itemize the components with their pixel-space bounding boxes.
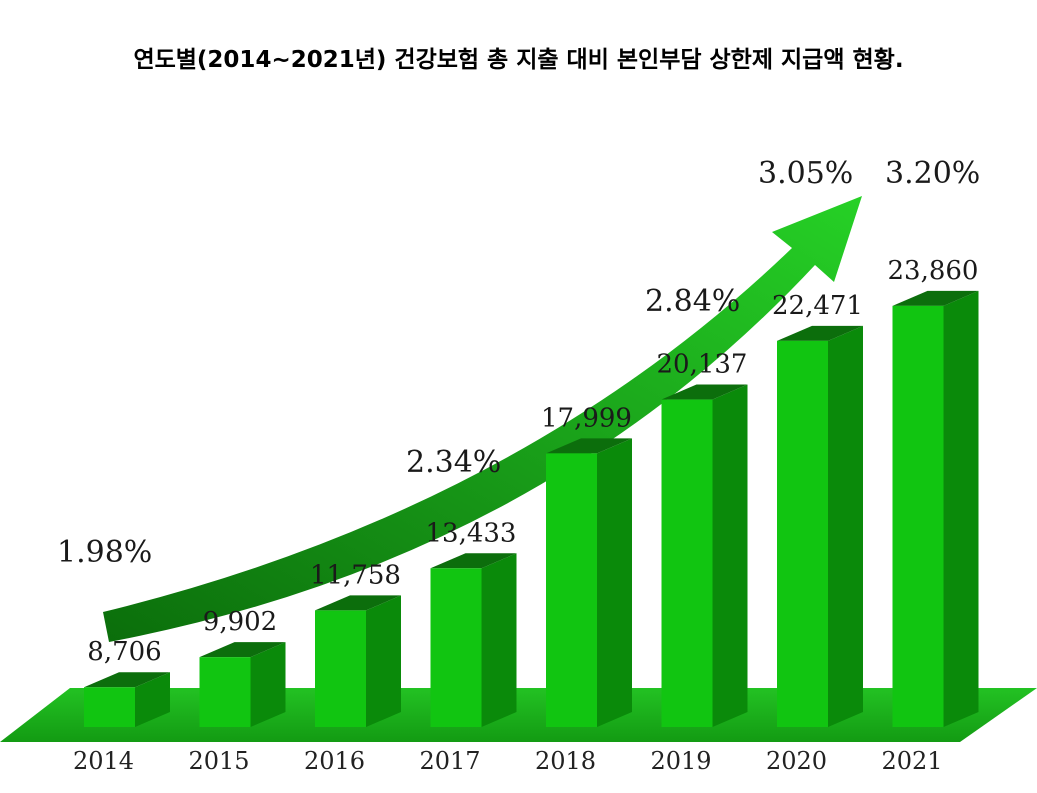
bar-top <box>430 553 517 569</box>
bar-2017 <box>430 553 517 727</box>
bar-2019 <box>661 384 748 727</box>
rate-labels-layer: 1.98% 2.34% 2.84% 3.05% 3.20% <box>57 156 980 570</box>
value-label: 17,999 <box>541 403 632 433</box>
bar-side <box>597 438 632 727</box>
year-label: 2016 <box>304 747 365 775</box>
bar-top <box>315 595 401 611</box>
bar-side <box>135 672 170 727</box>
value-label: 9,902 <box>203 607 277 637</box>
bar-side <box>712 384 748 727</box>
bar-front <box>199 657 251 727</box>
bar-2015 <box>199 642 286 727</box>
bar-top <box>661 384 748 400</box>
year-label: 2018 <box>535 747 596 775</box>
bar-top <box>199 642 286 658</box>
bar-side <box>828 325 863 727</box>
value-label: 11,758 <box>310 560 401 590</box>
value-label: 22,471 <box>772 291 863 321</box>
bar-2014 <box>84 672 170 727</box>
bar-front <box>892 305 944 727</box>
year-label: 2014 <box>73 747 134 775</box>
bar-front <box>84 687 135 727</box>
bar-top <box>84 672 170 688</box>
bar-top <box>777 325 863 341</box>
year-labels-layer: 2014 2015 2016 2017 2018 2019 2020 2021 <box>73 747 943 775</box>
trend-arrow <box>103 196 862 642</box>
value-label: 20,137 <box>657 350 748 380</box>
year-label: 2021 <box>881 747 942 775</box>
bar-front <box>546 453 597 727</box>
bar-top <box>546 438 632 454</box>
bar-2018 <box>546 438 632 727</box>
bar-top <box>892 290 979 306</box>
bar-front <box>777 340 828 727</box>
bar-front <box>430 568 482 727</box>
chart-title: 연도별(2014~2021년) 건강보험 총 지출 대비 본인부담 상한제 지급… <box>133 47 904 73</box>
value-label: 8,706 <box>87 637 161 667</box>
ratio-label: 3.05% <box>758 156 853 191</box>
bar-front <box>315 610 366 727</box>
bar-2016 <box>315 595 401 727</box>
bar-side <box>481 553 517 727</box>
value-labels-layer: 8,706 9,902 11,758 13,433 17,999 20,137 22,471… <box>87 256 978 667</box>
value-label: 13,433 <box>426 518 517 548</box>
year-label: 2020 <box>766 747 827 775</box>
year-label: 2017 <box>419 747 480 775</box>
ratio-label: 2.84% <box>645 284 740 319</box>
year-label: 2019 <box>650 747 711 775</box>
value-label: 23,860 <box>888 256 979 286</box>
bar-2020 <box>777 325 863 727</box>
bars-layer <box>84 290 979 727</box>
bar-side <box>250 642 286 727</box>
bar-side <box>366 595 401 727</box>
ratio-label: 2.34% <box>406 445 501 480</box>
ratio-label: 1.98% <box>57 535 152 570</box>
bar-2021 <box>892 290 979 727</box>
bar-front <box>661 399 713 727</box>
year-label: 2015 <box>188 747 249 775</box>
ratio-label: 3.20% <box>885 156 980 191</box>
bar-side <box>943 290 979 727</box>
